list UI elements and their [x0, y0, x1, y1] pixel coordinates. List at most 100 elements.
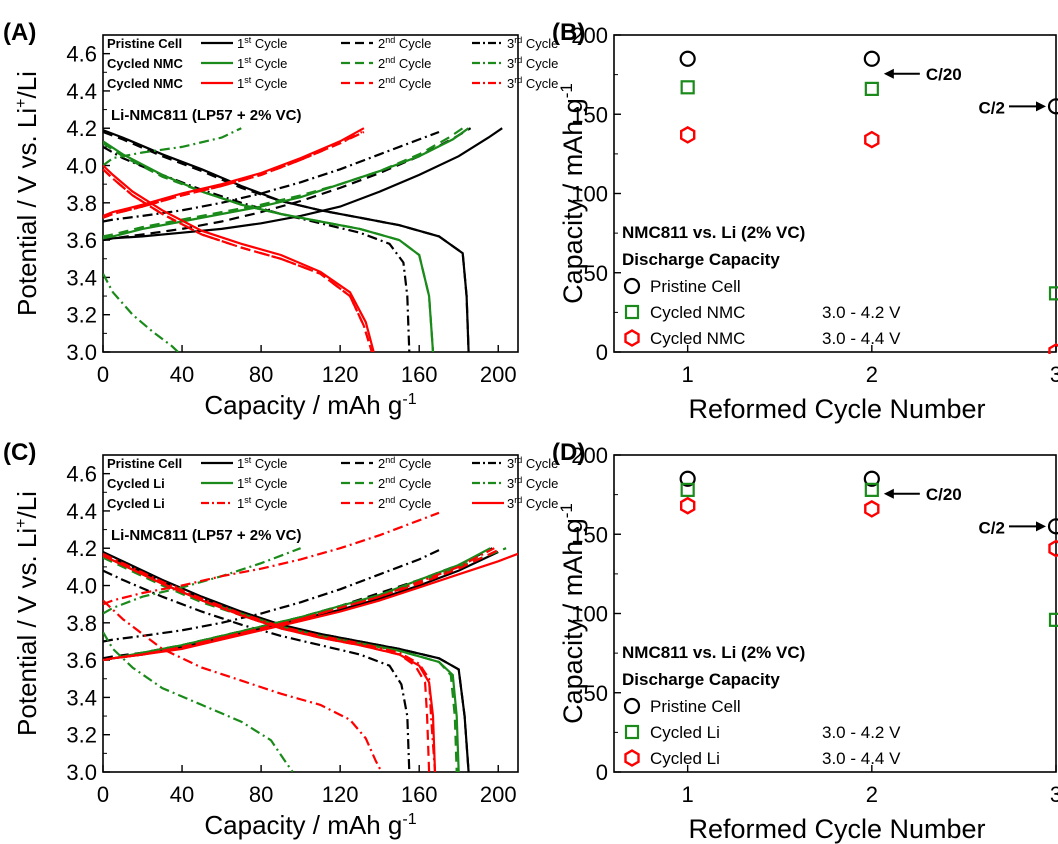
legend-cycle-label: 2nd Cycle: [378, 75, 431, 91]
x-tick-label: 120: [322, 362, 359, 387]
series-line-charge-row2-cycle1: [103, 547, 495, 662]
y-tick-label: 3.6: [66, 648, 97, 673]
legend-row-name: Pristine Cell: [107, 456, 182, 471]
y-tick-label: 0: [596, 760, 608, 785]
y-tick-label: 3.6: [66, 228, 97, 253]
legend-series-name: Cycled Li: [650, 749, 720, 768]
annotation-label: C/20: [926, 65, 962, 84]
series-line-charge-row0-cycle3: [103, 130, 440, 223]
legend-subtitle: Discharge Capacity: [622, 250, 780, 269]
y-tick-label: 4.0: [66, 154, 97, 179]
x-tick-label: 2: [866, 362, 878, 387]
data-point-circle: [1047, 518, 1058, 535]
capacity-scatter-panel-1: (B) 0 50 100 150 200 1 2 3 Reformed Cycle Number C…: [552, 19, 1058, 424]
legend-marker-circle: [623, 277, 641, 295]
legend-marker-square: [624, 724, 640, 740]
y-tick-label: 200: [571, 443, 608, 468]
x-tick-label: 1: [682, 782, 694, 807]
y-tick-label: 100: [571, 182, 608, 207]
series-line-charge-row2-cycle1: [103, 127, 365, 217]
data-point-circle: [1047, 98, 1058, 115]
y-tick-label: 200: [571, 23, 608, 48]
x-axis-title: Reformed Cycle Number: [688, 814, 985, 844]
legend-row-name: Cycled Li: [107, 496, 165, 511]
y-axis-title: Capacity / mAh g-1: [557, 503, 588, 724]
series-line-charge-row0-cycle1: [103, 127, 503, 242]
legend-series-name: Pristine Cell: [650, 697, 741, 716]
y-tick-label: 4.2: [66, 536, 97, 561]
data-point-hexagon: [864, 500, 880, 518]
x-axis-title: Capacity / mAh g-1: [204, 390, 416, 420]
series-line-discharge-row2-cycle3: [103, 554, 437, 772]
legend-cycle-label: 2nd Cycle: [378, 475, 431, 491]
y-tick-label: 3.2: [66, 723, 97, 748]
data-point-square: [864, 482, 879, 497]
series-line-charge-row0-cycle3: [103, 549, 440, 643]
x-axis-title: Reformed Cycle Number: [688, 394, 985, 424]
legend-cycle-label: 2nd Cycle: [378, 55, 431, 71]
data-point-hexagon: [1048, 539, 1058, 558]
legend-series-name: Cycled NMC: [650, 329, 745, 348]
legend-cycle-label: 1st Cycle: [237, 455, 287, 471]
y-tick-label: 4.4: [66, 499, 97, 524]
y-tick-label: 150: [571, 522, 608, 547]
x-tick-label: 160: [401, 782, 438, 807]
y-tick-label: 50: [584, 261, 608, 286]
y-tick-label: 150: [571, 102, 608, 127]
panel-label: (D): [552, 439, 585, 466]
legend-marker-square: [624, 304, 640, 320]
annotation-label: C/2: [979, 98, 1005, 117]
legend-cycle-label: 2nd Cycle: [378, 455, 431, 471]
legend-voltage-range: 3.0 - 4.2 V: [822, 303, 901, 322]
data-point-hexagon: [1048, 343, 1058, 354]
legend-title: NMC811 vs. Li (2% VC): [622, 223, 805, 242]
legend-marker-hexagon: [624, 749, 640, 767]
series-line-charge-row0-cycle2: [103, 127, 472, 242]
x-tick-label: 80: [249, 782, 273, 807]
markers-group: [679, 50, 1058, 354]
data-point-square: [1048, 286, 1058, 301]
y-tick-label: 4.6: [66, 462, 97, 487]
series-line-discharge-row1-cycle2: [103, 556, 458, 772]
y-tick-label: 100: [571, 602, 608, 627]
data-point-circle: [863, 50, 880, 67]
x-axis-title: Capacity / mAh g-1: [204, 810, 416, 840]
series-line-charge-row0-cycle2: [103, 547, 493, 660]
cell-annotation: Li-NMC811 (LP57 + 2% VC): [111, 527, 301, 544]
x-tick-label: 2: [866, 782, 878, 807]
capacity-scatter-panel-3: (D) 0 50 100 150 200 1 2 3 Reformed Cycle Number C…: [552, 439, 1058, 844]
arrow-head: [1036, 101, 1046, 112]
x-tick-label: 1: [682, 362, 694, 387]
markers-group: [679, 470, 1058, 627]
panel-label: (B): [552, 19, 585, 46]
x-tick-label: 40: [170, 782, 194, 807]
panel-label: (A): [3, 19, 36, 46]
series-group: [103, 127, 503, 352]
series-line-discharge-row0-cycle2: [103, 130, 470, 352]
series-line-charge-row1-cycle2: [103, 547, 507, 662]
legend-cycle-label: 3rd Cycle: [507, 455, 558, 471]
y-tick-label: 3.4: [66, 265, 97, 290]
data-point-square: [1048, 612, 1058, 627]
x-tick-label: 0: [97, 782, 109, 807]
series-line-charge-row2-cycle3: [103, 552, 518, 662]
x-tick-label: 0: [97, 362, 109, 387]
legend-cycle-label: 3rd Cycle: [507, 75, 558, 91]
series-line-charge-row1-cycle3: [103, 127, 242, 167]
y-tick-label: 4.6: [66, 42, 97, 67]
x-tick-label: 120: [322, 782, 359, 807]
legend-series-name: Cycled NMC: [650, 303, 745, 322]
y-axis-title: Potential / V vs. Li+/Li: [12, 491, 42, 736]
series-line-charge-row2-cycle2: [103, 549, 499, 662]
data-point-square: [864, 81, 879, 96]
voltage-profile-panel-0: (A) 3.0 3.2 3.4 3.6 3.8 4.0 4.2 4.4 4.6 0 40 80 120 16…: [3, 19, 558, 420]
legend-cycle-label: 3rd Cycle: [507, 55, 558, 71]
legend-voltage-range: 3.0 - 4.2 V: [822, 723, 901, 742]
data-point-circle: [863, 470, 880, 487]
series-line-charge-row1-cycle1: [103, 547, 491, 662]
legend-cycle-label: 1st Cycle: [237, 75, 287, 91]
y-axis-title: Potential / V vs. Li+/Li: [12, 71, 42, 316]
legend-row-name: Cycled NMC: [107, 56, 183, 71]
series-line-discharge-row1-cycle2: [103, 142, 435, 352]
